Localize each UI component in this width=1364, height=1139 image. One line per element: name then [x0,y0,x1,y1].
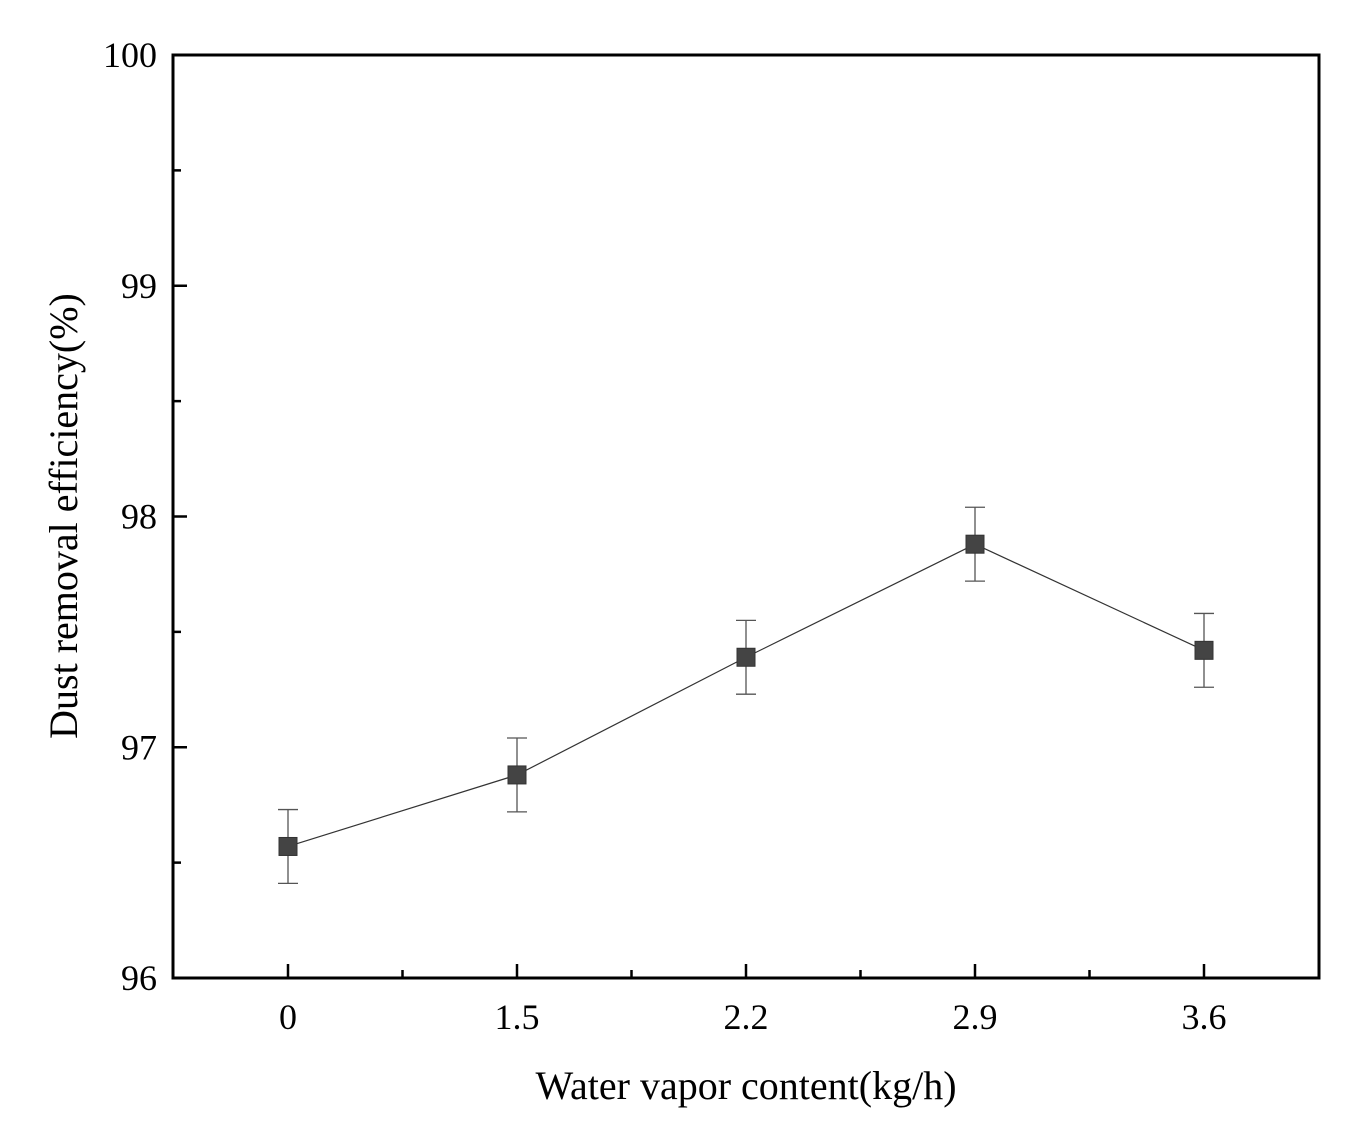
x-tick-label: 2.2 [724,997,769,1037]
plot-area [278,506,1214,885]
plot-frame [171,53,1321,980]
y-tick-label: 100 [103,35,157,75]
axes: 96 97 98 99 100 0 1.5 2.2 2.9 3.6 [103,35,1321,1037]
data-point [1194,640,1214,660]
y-tick-label: 99 [121,266,157,306]
y-axis-title: Dust removal efficiency(%) [41,293,86,739]
x-tick-label: 0 [279,997,297,1037]
x-tick-label: 3.6 [1182,997,1227,1037]
x-tick-label: 2.9 [953,997,998,1037]
x-axis-title: Water vapor content(kg/h) [535,1063,956,1108]
x-tick-label: 1.5 [495,997,540,1037]
y-tick-label: 96 [121,958,157,998]
y-tick-label: 98 [121,497,157,537]
y-tick-label: 97 [121,727,157,767]
series-line [287,543,1205,848]
data-point [736,647,756,667]
data-point [507,765,527,785]
data-point [278,836,298,856]
data-point [965,534,985,554]
